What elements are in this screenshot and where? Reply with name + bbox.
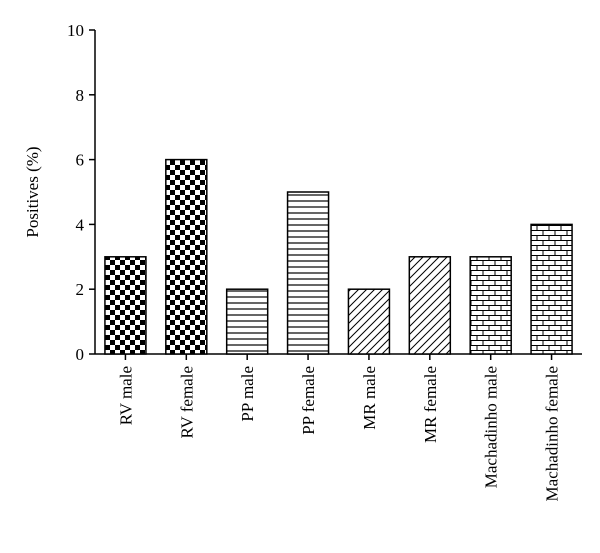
bar-machadinho-female	[530, 223, 573, 355]
x-tick-label: RV male	[116, 366, 135, 425]
y-tick-label: 8	[76, 86, 85, 105]
y-tick-label: 2	[76, 280, 85, 299]
y-tick-label: 6	[76, 151, 85, 170]
y-tick-label: 4	[76, 215, 85, 234]
bar-rv-male	[104, 256, 147, 355]
bar-rv-female	[165, 158, 208, 355]
bar-mr-female	[408, 256, 452, 355]
x-tick-label: RV female	[177, 366, 196, 438]
x-tick-label: MR female	[421, 366, 440, 443]
x-tick-label: Machadinho female	[543, 366, 562, 501]
y-tick-label: 0	[76, 345, 85, 364]
bars-group	[104, 158, 573, 355]
y-tick-label: 10	[67, 21, 84, 40]
bar-machadinho-male	[469, 256, 512, 355]
bar-mr-male	[347, 288, 391, 355]
x-axis-ticks: RV male RV female PP male PP female MR male M…	[116, 354, 562, 501]
bar-pp-male	[225, 288, 269, 355]
x-tick-label: MR male	[360, 366, 379, 430]
bar-pp-female	[286, 191, 330, 355]
x-tick-label: PP female	[299, 366, 318, 435]
x-tick-label: PP male	[238, 366, 257, 422]
y-axis-ticks: 0 2 4 6 8 10	[67, 21, 95, 364]
y-axis-label: Positives (%)	[23, 146, 42, 237]
x-tick-label: Machadinho male	[482, 366, 501, 488]
